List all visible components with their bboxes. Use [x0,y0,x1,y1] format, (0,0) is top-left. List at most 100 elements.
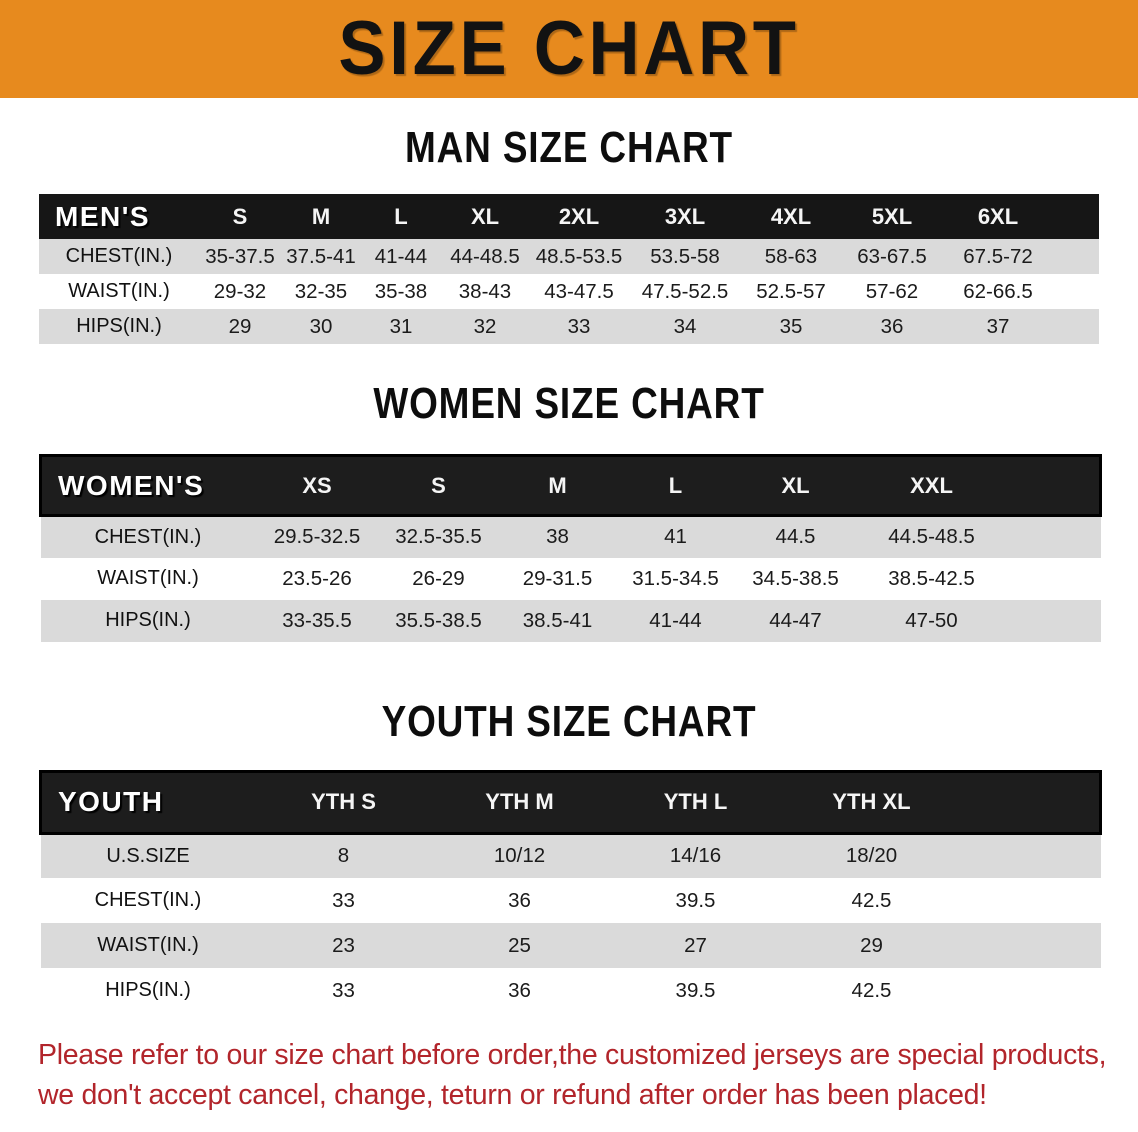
men-measure-row: HIPS(IN.) 29 30 31 32 33 34 35 36 37 [39,309,1099,344]
size-value: 33 [332,888,355,912]
youth-measure-row: HIPS(IN.) 33 36 39.5 42.5 [40,968,1101,1013]
youth-size-column: YTH M [485,789,554,814]
measure-label: CHEST(IN.) [94,525,202,548]
size-value: 27 [684,933,707,957]
men-size-table: MEN'S S M L XL 2XL 3XL 4XL 5XL 6XL CHEST(IN.) 35-37… [39,194,1099,344]
size-value: 44-48.5 [450,244,520,268]
size-value: 33 [332,978,355,1002]
size-value: 43-47.5 [544,279,614,303]
youth-section: YOUTH SIZE CHART YOUTH YTH S YTH M YTH L YTH … [0,697,1138,1013]
size-value: 31 [389,314,413,338]
size-value: 35-38 [374,279,428,303]
women-size-column: M [548,472,567,498]
size-value: 32.5-35.5 [395,525,482,549]
women-measure-row: HIPS(IN.) 33-35.5 35.5-38.5 38.5-41 41-44 44-… [40,599,1101,642]
measure-label: WAIST(IN.) [97,934,199,956]
men-size-column: L [394,203,408,229]
size-value: 34.5-38.5 [752,566,839,590]
measure-label: WAIST(IN.) [68,280,170,302]
size-value: 44-47 [769,608,822,632]
banner-title: SIZE CHART [338,6,800,91]
size-value: 26-29 [412,566,465,590]
men-size-column: 5XL [871,203,913,229]
size-value: 14/16 [669,844,722,868]
filler-cell [1007,558,1101,600]
size-value: 44.5 [775,525,816,549]
men-size-column: 6XL [977,203,1019,229]
size-value: 18/20 [845,844,898,868]
size-value: 36 [508,978,531,1002]
size-value: 25 [508,933,531,957]
size-value: 42.5 [851,888,892,912]
women-chart-heading: WOMEN SIZE CHART [373,379,765,428]
men-size-column: XL [470,203,500,229]
women-size-column: L [668,472,683,498]
size-value: 36 [880,314,904,338]
women-table-header: WOMEN'S XS S M L XL XXL [40,455,1101,516]
size-value: 32 [473,314,497,338]
size-value: 29 [860,933,883,957]
women-group-label: WOMEN'S [58,469,205,501]
youth-table-header: YOUTH YTH S YTH M YTH L YTH XL [40,771,1101,833]
men-size-column: 2XL [558,203,600,229]
size-value: 36 [508,888,531,912]
youth-size-column: YTH L [663,789,728,814]
disclaimer-line-1: Please refer to our size chart before or… [38,1039,1107,1071]
women-size-column: XL [781,472,810,498]
size-value: 41 [664,525,687,549]
size-value: 23 [332,933,355,957]
women-section: WOMEN SIZE CHART WOMEN'S XS S M L XL XXL CHEST(I… [0,380,1138,642]
size-value: 62-66.5 [963,279,1033,303]
size-value: 10/12 [493,844,546,868]
size-value: 23.5-26 [282,566,352,590]
men-size-column: 3XL [664,203,706,229]
measure-label: HIPS(IN.) [105,979,191,1001]
men-section: MAN SIZE CHART MEN'S S M L XL 2XL 3XL 4XL 5XL 6XL C… [0,124,1138,344]
disclaimer-line-2: we don't accept cancel, change, teturn o… [38,1079,987,1111]
size-chart-sections: MAN SIZE CHART MEN'S S M L XL 2XL 3XL 4XL 5XL 6XL C… [0,124,1138,1013]
youth-size-column: YTH S [311,789,376,814]
youth-group-label: YOUTH [58,786,164,817]
women-size-column: XXL [910,472,953,498]
filler-cell [960,833,1101,878]
size-value: 39.5 [675,888,716,912]
size-value: 30 [309,314,333,338]
size-value: 31.5-34.5 [632,566,719,590]
size-value: 48.5-53.5 [535,244,623,268]
measure-label: U.S.SIZE [106,844,190,867]
size-value: 35-37.5 [205,244,275,268]
size-value: 38.5-41 [522,608,593,632]
size-value: 67.5-72 [963,244,1033,268]
filler-cell [1007,516,1101,558]
men-size-column: M [311,203,331,229]
men-measure-row: CHEST(IN.) 35-37.5 37.5-41 41-44 44-48.5 48.5… [39,239,1099,274]
filler-cell [1053,309,1099,344]
youth-size-table: YOUTH YTH S YTH M YTH L YTH XL U.S.SIZE 8 10/12… [39,770,1102,1013]
measure-label: HIPS(IN.) [76,315,162,337]
youth-measure-row: WAIST(IN.) 23 25 27 29 [40,923,1101,968]
men-table-header: MEN'S S M L XL 2XL 3XL 4XL 5XL 6XL [39,194,1099,239]
size-value: 29 [228,314,252,338]
size-value: 37 [986,314,1010,338]
filler-cell [1007,456,1101,516]
filler-cell [960,923,1101,968]
youth-measure-row: U.S.SIZE 8 10/12 14/16 18/20 [40,833,1101,878]
women-size-table: WOMEN'S XS S M L XL XXL CHEST(IN.) 29.5-32.5 32.5… [39,454,1102,642]
size-value: 37.5-41 [286,244,356,268]
men-measure-row: WAIST(IN.) 29-32 32-35 35-38 38-43 43-47.5 47.… [39,274,1099,309]
disclaimer: Please refer to our size chart before or… [38,1035,1138,1115]
size-value: 39.5 [675,978,716,1002]
filler-cell [1053,239,1099,274]
measure-label: WAIST(IN.) [97,567,199,589]
measure-label: CHEST(IN.) [94,889,202,911]
filler-cell [1007,600,1101,642]
measure-label: HIPS(IN.) [105,609,191,631]
size-value: 38 [546,525,569,549]
size-value: 41-44 [374,244,428,268]
size-value: 32-35 [294,279,348,303]
filler-cell [1053,274,1099,309]
banner: SIZE CHART [0,0,1138,98]
size-value: 38.5-42.5 [888,566,975,590]
filler-cell [1053,194,1099,239]
